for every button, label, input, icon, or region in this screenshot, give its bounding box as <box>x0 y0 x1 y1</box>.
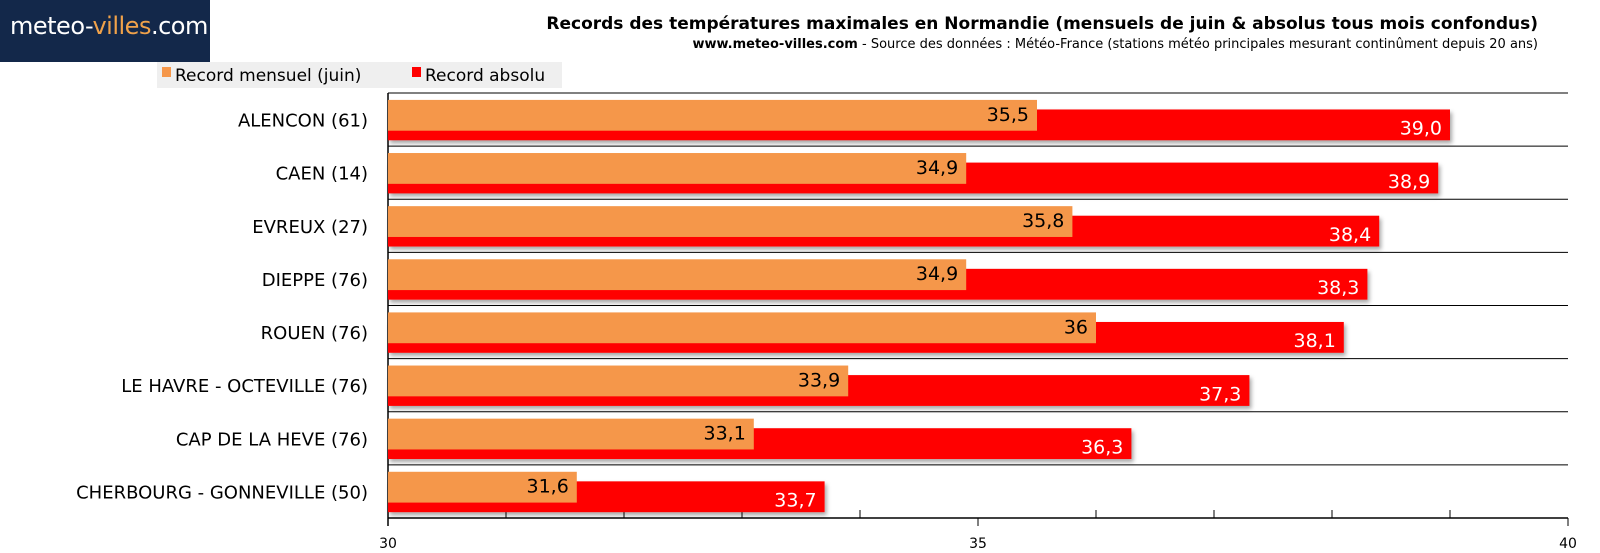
data-label-monthly-7: 31,6 <box>526 476 568 498</box>
bar-monthly-1 <box>388 153 967 184</box>
bar-monthly-4 <box>388 312 1096 344</box>
x-tick-label-0: 30 <box>379 536 397 552</box>
data-label-absolute-0: 39,0 <box>1400 118 1442 140</box>
subtitle-source: - Source des données : Météo-France (sta… <box>857 37 1538 52</box>
category-label-4: ROUEN (76) <box>261 323 368 344</box>
data-label-monthly-0: 35,5 <box>987 104 1029 126</box>
data-label-monthly-2: 35,8 <box>1022 210 1064 232</box>
data-label-absolute-6: 36,3 <box>1081 436 1123 458</box>
legend-swatch-1 <box>412 67 421 77</box>
legend-label-1: Record absolu <box>425 66 545 86</box>
y-axis-labels: ALENCON (61) CAEN (14) EVREUX (27) DIEPPE (… <box>76 111 368 504</box>
data-label-monthly-5: 33,9 <box>798 369 840 391</box>
logo-part-2: villes <box>92 12 151 40</box>
logo-part-1: meteo- <box>10 12 93 40</box>
category-label-6: CAP DE LA HEVE (76) <box>176 429 368 450</box>
data-label-absolute-3: 38,3 <box>1317 277 1359 299</box>
x-axis: 30 35 40 <box>379 536 1577 552</box>
bar-monthly-5 <box>388 365 849 397</box>
chart-bars: 35,5 39,0 34,9 38,9 35,8 38,4 34,9 38,3 36 38,1 33… <box>388 99 1450 513</box>
data-label-monthly-1: 34,9 <box>916 157 958 179</box>
data-label-absolute-5: 37,3 <box>1199 383 1241 405</box>
data-label-absolute-1: 38,9 <box>1388 171 1430 193</box>
category-label-2: EVREUX (27) <box>252 217 368 238</box>
x-tick-label-1: 35 <box>969 536 987 552</box>
logo-part-3: .com <box>150 12 208 40</box>
data-label-monthly-3: 34,9 <box>916 263 958 285</box>
category-label-0: ALENCON (61) <box>238 111 368 132</box>
chart-title: Records des températures maximales en No… <box>546 14 1538 34</box>
bar-monthly-3 <box>388 259 967 291</box>
chart-legend: Record mensuel (juin) Record absolu <box>157 62 562 88</box>
category-label-7: CHERBOURG - GONNEVILLE (50) <box>76 482 368 503</box>
category-label-5: LE HAVRE - OCTEVILLE (76) <box>121 376 368 397</box>
bar-monthly-0 <box>388 99 1037 131</box>
data-label-absolute-7: 33,7 <box>774 490 816 512</box>
chart-grid <box>387 92 1569 526</box>
data-label-absolute-2: 38,4 <box>1329 224 1371 246</box>
category-label-1: CAEN (14) <box>276 164 368 185</box>
bar-monthly-7 <box>388 471 577 503</box>
data-label-monthly-6: 33,1 <box>703 423 745 445</box>
subtitle-site: www.meteo-villes.com <box>692 37 858 52</box>
data-label-monthly-4: 36 <box>1064 316 1088 338</box>
data-label-absolute-4: 38,1 <box>1293 330 1335 352</box>
legend-swatch-0 <box>162 67 171 77</box>
site-logo[interactable]: meteo-villes.com <box>0 0 210 62</box>
legend-label-0: Record mensuel (juin) <box>175 66 361 86</box>
chart-subtitle: www.meteo-villes.com - Source des donnée… <box>692 37 1538 52</box>
category-label-3: DIEPPE (76) <box>262 270 368 291</box>
bar-monthly-6 <box>388 418 754 450</box>
x-tick-label-2: 40 <box>1559 536 1577 552</box>
bar-monthly-2 <box>388 206 1073 237</box>
legend-background <box>157 62 562 88</box>
